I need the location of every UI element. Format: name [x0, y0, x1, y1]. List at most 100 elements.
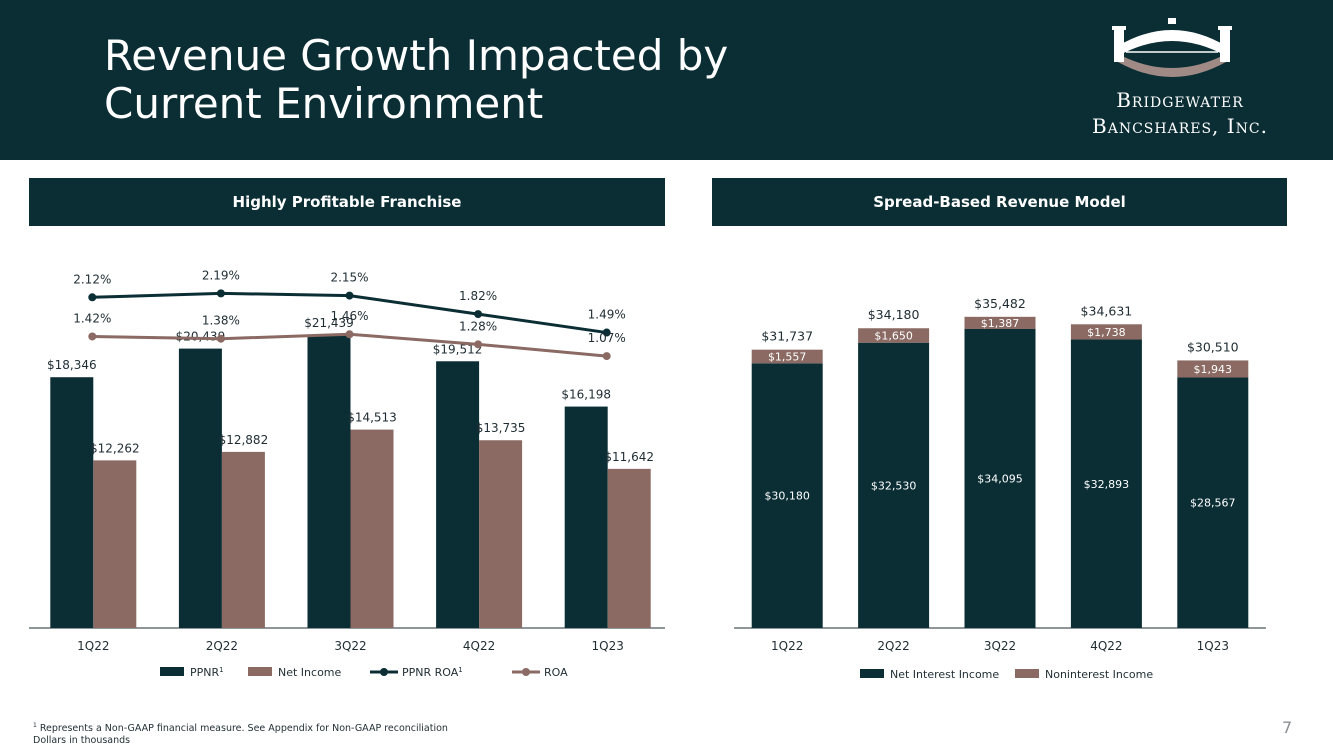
profitability-chart: $18,346 $12,262 1Q22 $20,439 $12,882 2Q22 $21,… [29, 268, 665, 679]
legend-swatch [160, 667, 184, 676]
legend-marker [522, 668, 530, 676]
roa-point [602, 352, 611, 361]
net-interest-income-bar [858, 342, 930, 628]
net-income-bar [350, 429, 394, 628]
ppnr-bar-label: $18,346 [47, 358, 97, 372]
ppnr-bar [436, 361, 480, 628]
x-tick-label: 1Q22 [77, 639, 109, 653]
ppnr-bar [50, 377, 94, 628]
ppnr-bar-label: $20,439 [176, 330, 226, 344]
legend-item: Net Income [248, 666, 342, 679]
roa-label: 1.28% [459, 319, 497, 333]
logo-text-line-1: Bridgewater [1116, 88, 1244, 112]
footnote-marker: 1 [33, 722, 37, 729]
net-interest-income-label: $28,567 [1190, 497, 1236, 510]
legend-item: ROA [512, 666, 568, 679]
roa-point [216, 334, 225, 343]
roa-label: 1.46% [330, 309, 368, 323]
net-interest-income-bar [964, 328, 1036, 628]
net-interest-income-label: $32,530 [871, 479, 917, 492]
legend-superscript: 1 [458, 666, 462, 674]
right-panel-header: Spread-Based Revenue Model [712, 178, 1287, 226]
roa-label: 1.42% [73, 311, 111, 325]
net-interest-income-bar [751, 363, 823, 628]
noninterest-income-label: $1,943 [1194, 363, 1233, 376]
x-tick-label: 1Q22 [771, 639, 803, 653]
net-interest-income-bar [1070, 339, 1142, 628]
net-income-bar-label: $13,735 [476, 421, 526, 435]
roa-label: 1.07% [588, 331, 626, 345]
left-panel-header: Highly Profitable Franchise [29, 178, 665, 226]
legend-label: PPNR ROA1 [402, 666, 463, 679]
x-tick-label: 2Q22 [206, 639, 238, 653]
net-income-bar-label: $12,882 [219, 433, 269, 447]
x-tick-label: 3Q22 [984, 639, 1016, 653]
page-number: 7 [1282, 718, 1293, 737]
title-line-1: Revenue Growth Impacted by [104, 31, 729, 80]
ppnr-bar [178, 348, 222, 628]
net-income-bar [607, 468, 651, 628]
legend-item: Noninterest Income [1015, 668, 1153, 681]
noninterest-income-label: $1,738 [1087, 326, 1126, 339]
noninterest-income-label: $1,557 [768, 350, 807, 363]
ppnr-roa-point [474, 310, 483, 319]
slide-title: Revenue Growth Impacted by Current Envir… [104, 32, 864, 128]
ppnr-roa-label: 1.49% [588, 308, 626, 322]
legend-label: ROA [544, 666, 568, 679]
roa-point [345, 330, 354, 339]
total-revenue-label: $31,737 [761, 329, 813, 344]
header-band [0, 0, 1333, 160]
x-tick-label: 1Q23 [1197, 639, 1229, 653]
x-tick-label: 1Q23 [592, 639, 624, 653]
ppnr-bar-label: $21,439 [304, 316, 354, 330]
legend-swatch [1015, 669, 1039, 678]
logo-text-line-2: Bancshares, Inc. [1092, 114, 1268, 138]
ppnr-roa-point [88, 293, 97, 302]
ppnr-bar-label: $16,198 [561, 388, 611, 402]
noninterest-income-bar [1177, 360, 1249, 378]
ppnr-roa-label: 2.15% [330, 271, 368, 285]
legend-label: PPNR1 [190, 666, 224, 679]
x-tick-label: 4Q22 [463, 639, 495, 653]
total-revenue-label: $34,631 [1081, 303, 1133, 318]
ppnr-bar [564, 406, 608, 628]
legend-marker [380, 668, 388, 676]
ppnr-roa-label: 2.12% [73, 272, 111, 286]
net-income-bar-label: $11,642 [604, 450, 654, 464]
roa-point [88, 332, 97, 341]
noninterest-income-label: $1,650 [874, 329, 913, 342]
x-tick-label: 4Q22 [1090, 639, 1122, 653]
footnote: 1 Represents a Non-GAAP financial measur… [33, 720, 448, 747]
company-logo: Bridgewater Bancshares, Inc. [1060, 16, 1300, 146]
net-interest-income-bar [1177, 377, 1249, 628]
ppnr-roa-point [216, 289, 225, 298]
x-tick-label: 3Q22 [334, 639, 366, 653]
noninterest-income-bar [964, 316, 1036, 329]
revenue-model-chart: $30,180 $1,557 $31,737 1Q22 $32,530 $1,650 $34… [734, 296, 1266, 681]
total-revenue-label: $35,482 [974, 296, 1026, 311]
noninterest-income-bar [751, 349, 823, 364]
noninterest-income-label: $1,387 [981, 317, 1020, 330]
bridge-logo-icon [1112, 18, 1232, 77]
legend-item: PPNR ROA1 [370, 666, 463, 679]
ppnr-bar [307, 334, 351, 628]
legend-swatch [860, 669, 884, 678]
noninterest-income-bar [858, 328, 930, 343]
net-income-bar [221, 451, 265, 628]
ppnr-roa-label: 1.82% [459, 289, 497, 303]
legend-label: Net Interest Income [890, 668, 999, 681]
legend-label: Noninterest Income [1045, 668, 1153, 681]
legend-label: Net Income [278, 666, 342, 679]
net-interest-income-label: $30,180 [764, 490, 810, 503]
ppnr-roa-point [345, 291, 354, 300]
x-tick-label: 2Q22 [877, 639, 909, 653]
total-revenue-label: $30,510 [1187, 339, 1239, 354]
net-interest-income-label: $32,893 [1084, 478, 1130, 491]
net-income-bar [479, 440, 523, 628]
net-income-bar-label: $14,513 [347, 411, 397, 425]
title-line-2: Current Environment [104, 79, 544, 128]
footnote-non-gaap: Represents a Non-GAAP financial measure.… [39, 723, 448, 735]
total-revenue-label: $34,180 [868, 307, 920, 322]
legend-swatch [248, 667, 272, 676]
legend-item: PPNR1 [160, 666, 224, 679]
